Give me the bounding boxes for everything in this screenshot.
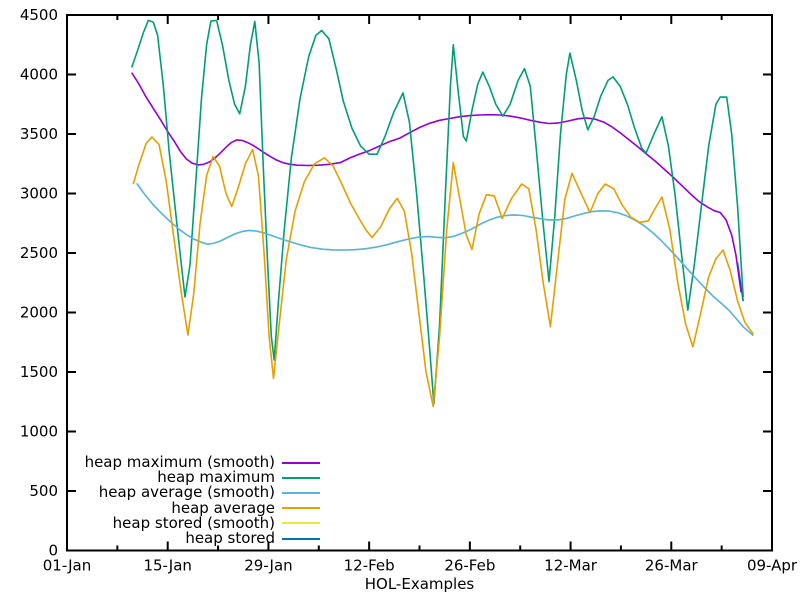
legend-line-sample-heap-stored (282, 537, 320, 540)
legend-label-heap-average-smooth: heap average (smooth) (98, 483, 275, 502)
legend-line-sample-heap-average (282, 507, 320, 510)
y-tick-label: 3000 (20, 185, 58, 203)
y-tick-label: 500 (29, 482, 58, 500)
legend-label-heap-stored: heap stored (185, 529, 275, 548)
x-tick-label: 01-Jan (43, 557, 91, 575)
x-tick-label: 12-Feb (344, 557, 395, 575)
y-tick-label: 4000 (20, 66, 58, 84)
legend: heap maximum (smooth) heap maximum heap … (67, 455, 320, 546)
legend-label-heap-maximum: heap maximum (157, 468, 275, 487)
legend-row: heap average (smooth) (67, 485, 320, 500)
y-tick-label: 3500 (20, 125, 58, 143)
x-tick-label: 15-Jan (143, 557, 191, 575)
y-tick-label: 2500 (20, 244, 58, 262)
x-tick-label: 26-Mar (645, 557, 699, 575)
x-tick-label: 29-Jan (244, 557, 292, 575)
x-tick-label: 09-Apr (747, 557, 798, 575)
legend-label-heap-maximum-smooth: heap maximum (smooth) (84, 453, 275, 472)
legend-line-sample-heap-average-smooth (282, 491, 320, 494)
legend-row: heap average (67, 498, 320, 517)
legend-row: heap stored (67, 531, 320, 546)
series-line-heap-average (132, 136, 754, 408)
legend-line-sample-heap-maximum-smooth (282, 461, 320, 464)
legend-line-sample-heap-maximum (282, 476, 320, 479)
series-line-heap-average-smooth- (136, 182, 754, 337)
x-tick-label: 26-Feb (444, 557, 495, 575)
legend-label-heap-average: heap average (171, 498, 275, 517)
x-axis-title: HOL-Examples (365, 575, 475, 593)
y-tick-label: 1000 (20, 423, 58, 441)
y-tick-label: 2000 (20, 304, 58, 322)
legend-row: heap maximum (smooth) (67, 455, 320, 470)
y-tick-label: 4500 (20, 6, 58, 24)
legend-row: heap stored (smooth) (67, 513, 320, 532)
x-tick-label: 12-Mar (544, 557, 598, 575)
y-tick-label: 1500 (20, 363, 58, 381)
series-line-heap-maximum (130, 19, 744, 405)
legend-row: heap maximum (67, 470, 320, 485)
y-tick-label: 0 (48, 542, 58, 560)
legend-label-heap-stored-smooth: heap stored (smooth) (112, 513, 275, 532)
legend-line-sample-heap-stored-smooth (282, 522, 320, 525)
